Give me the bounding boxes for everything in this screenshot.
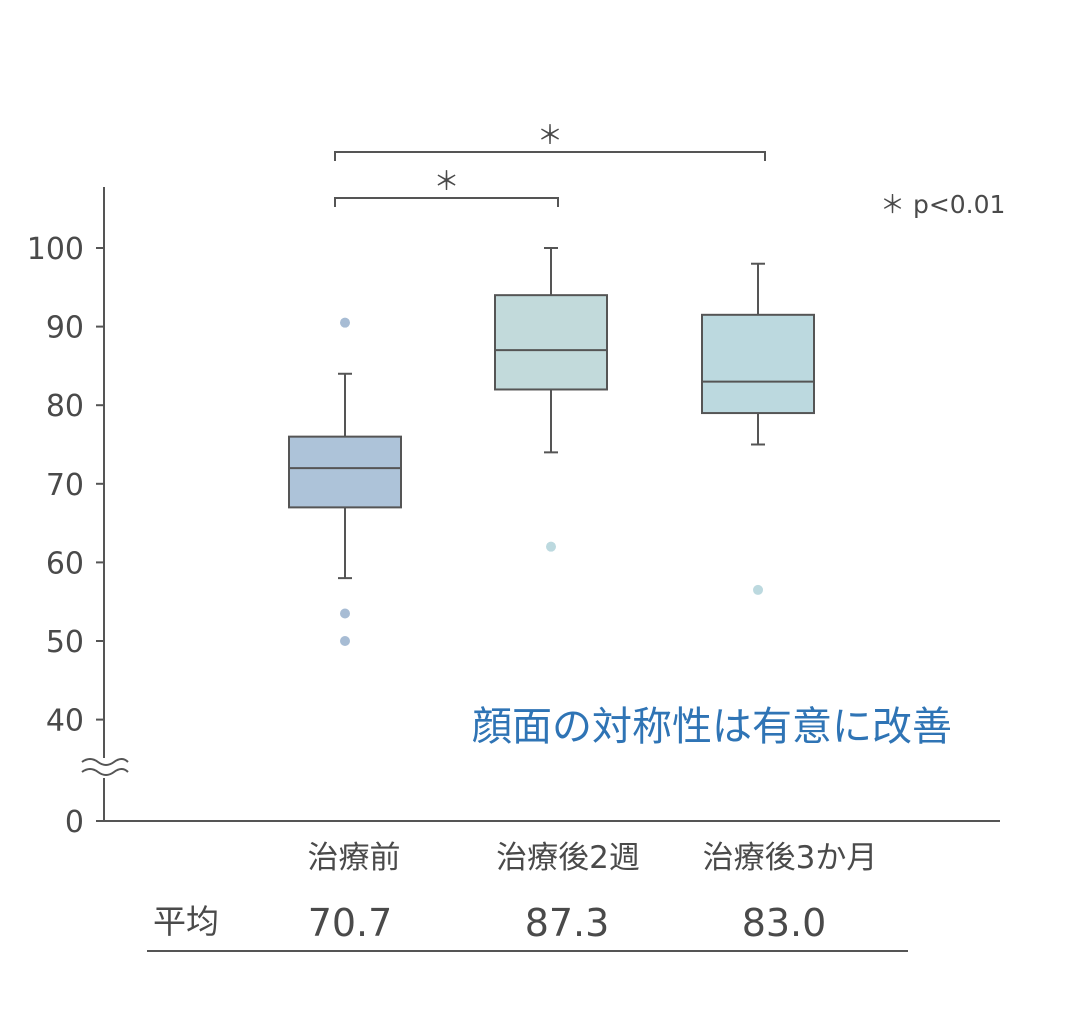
headline: 顔面の対称性は有意に改善 bbox=[472, 704, 952, 750]
y-tick-label: 70 bbox=[46, 468, 84, 503]
y-tick-label: 60 bbox=[46, 546, 84, 581]
outlier-point bbox=[340, 608, 350, 619]
axis-break-mark bbox=[81, 768, 129, 776]
x-category-label: 治療後2週 bbox=[496, 840, 640, 876]
y-tick-label: 50 bbox=[46, 625, 84, 660]
x-category-label: 治療後3か月 bbox=[703, 840, 878, 876]
mean-value: 87.3 bbox=[525, 901, 610, 945]
significance-star: ＊ bbox=[537, 121, 563, 151]
y-tick-label: 90 bbox=[46, 311, 84, 346]
box-series bbox=[494, 247, 608, 552]
y-tick-label: 80 bbox=[46, 389, 84, 424]
mean-values: 70.7 87.3 83.0 bbox=[308, 901, 827, 945]
y-tick-label: 100 bbox=[27, 232, 84, 267]
significance-note: ＊ p<0.01 bbox=[880, 190, 1005, 219]
mean-value: 70.7 bbox=[308, 901, 393, 945]
box-iqr bbox=[288, 435, 402, 509]
box-series bbox=[701, 262, 815, 595]
outlier-point bbox=[340, 636, 350, 646]
y-tick-label: 40 bbox=[46, 704, 84, 739]
box-group bbox=[288, 247, 815, 646]
x-category-label: 治療前 bbox=[308, 840, 401, 876]
outlier-point bbox=[546, 541, 556, 552]
outlier-point bbox=[340, 317, 350, 328]
box-series bbox=[288, 317, 402, 646]
category-labels: 治療前 治療後2週 治療後3か月 bbox=[308, 840, 878, 876]
mean-value: 83.0 bbox=[742, 901, 827, 945]
significance-star: ＊ bbox=[433, 167, 459, 197]
box-iqr bbox=[494, 294, 608, 391]
outlier-point bbox=[753, 584, 763, 595]
significance-bracket bbox=[334, 151, 766, 161]
significance-bracket bbox=[334, 197, 559, 207]
axis-break-mark bbox=[81, 758, 129, 766]
mean-row-label: 平均 bbox=[153, 902, 219, 941]
significance-brackets: ＊＊ bbox=[334, 121, 766, 207]
y-tick-label: 0 bbox=[65, 805, 84, 840]
box-iqr bbox=[701, 313, 815, 415]
axes: 0 40 50 60 70 80 90 100 bbox=[27, 187, 1000, 840]
